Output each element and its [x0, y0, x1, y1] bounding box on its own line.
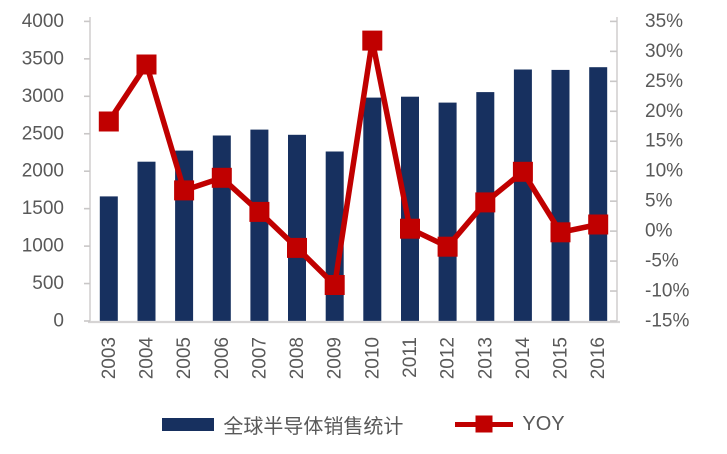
- line-series-label: YOY: [522, 412, 565, 435]
- bar-2010: [363, 97, 382, 321]
- left-axis-tick-label: 3000: [22, 86, 64, 107]
- bar-2003: [99, 196, 118, 321]
- right-axis-tick-label: -15%: [645, 311, 689, 332]
- x-axis-label-2014: 2014: [513, 337, 534, 380]
- line-swatch-marker-icon: [475, 415, 493, 433]
- left-axis-tick-label: 2000: [22, 161, 64, 182]
- yoy-marker-2009: [324, 275, 345, 295]
- legend: 全球半导体销售统计 YOY: [0, 404, 727, 444]
- x-axis-label-2003: 2003: [99, 337, 120, 379]
- bar-2012: [438, 102, 457, 321]
- x-axis-label-2013: 2013: [475, 337, 496, 379]
- bar-series-label: 全球半导体销售统计: [223, 415, 404, 438]
- bar-2006: [212, 135, 231, 321]
- x-axis-label-2006: 2006: [212, 337, 233, 379]
- bar-2007: [250, 129, 269, 321]
- yoy-marker-2008: [287, 237, 307, 258]
- right-axis-tick-label: 5%: [645, 191, 673, 212]
- yoy-marker-2007: [249, 201, 270, 222]
- yoy-marker-2015: [550, 222, 571, 243]
- x-axis-label-2010: 2010: [362, 337, 383, 379]
- bar-2011: [401, 96, 419, 321]
- legend-item-sales: 全球半导体销售统计: [162, 410, 403, 439]
- yoy-marker-2004: [136, 54, 157, 75]
- x-axis-label-2016: 2016: [588, 337, 609, 379]
- right-axis-tick-label: 0%: [645, 221, 673, 242]
- left-axis-tick-label: 3500: [22, 48, 64, 69]
- x-axis-label-2015: 2015: [551, 337, 572, 379]
- yoy-marker-2003: [98, 111, 119, 132]
- x-axis-label-2004: 2004: [136, 337, 157, 380]
- left-axis-tick-label: 2500: [22, 123, 64, 144]
- yoy-marker-2014: [512, 161, 533, 182]
- bar-2016: [589, 67, 608, 321]
- yoy-marker-2013: [475, 192, 496, 213]
- right-axis-tick-label: 30%: [645, 41, 683, 62]
- x-axis-label-2012: 2012: [438, 337, 459, 379]
- bar-series-swatch: [162, 417, 215, 431]
- left-axis-tick-label: 1000: [22, 236, 64, 257]
- yoy-marker-2011: [400, 218, 420, 239]
- semiconductor-sales-yoy-chart: 0 500 1000 1500 2000 2500 3000 3500 4000 -15% -10%…: [22, 11, 690, 380]
- right-axis-tick-label: 10%: [645, 161, 683, 182]
- yoy-marker-2010: [362, 30, 383, 51]
- left-axis-tick-label: 1500: [22, 198, 64, 219]
- x-axis-label-2005: 2005: [174, 337, 195, 379]
- left-axis-tick-label: 4000: [22, 11, 64, 32]
- x-axis-label-2011: 2011: [400, 337, 421, 378]
- line-series-swatch: [455, 414, 514, 434]
- left-axis-tick-label: 500: [32, 273, 64, 294]
- x-axis-label-2009: 2009: [325, 337, 346, 379]
- bar-2004: [137, 161, 156, 321]
- yoy-marker-2016: [588, 214, 609, 235]
- bar-2015: [551, 69, 570, 322]
- yoy-marker-2012: [437, 236, 458, 257]
- x-axis-label-2007: 2007: [249, 337, 270, 379]
- legend-item-yoy: YOY: [455, 412, 565, 436]
- left-axis-tick-label: 0: [53, 311, 64, 332]
- right-axis-tick-label: 35%: [645, 11, 683, 32]
- right-axis-tick-label: -10%: [645, 281, 689, 302]
- yoy-marker-2006: [211, 167, 232, 188]
- yoy-marker-2005: [174, 180, 195, 201]
- right-axis-tick-label: -5%: [645, 251, 679, 272]
- x-axis-label-2008: 2008: [287, 337, 308, 379]
- right-axis-tick-label: 20%: [645, 101, 683, 122]
- right-axis-tick-label: 25%: [645, 71, 683, 92]
- bar-2014: [513, 69, 532, 321]
- bar-2008: [288, 134, 306, 321]
- right-axis-tick-label: 15%: [645, 131, 683, 152]
